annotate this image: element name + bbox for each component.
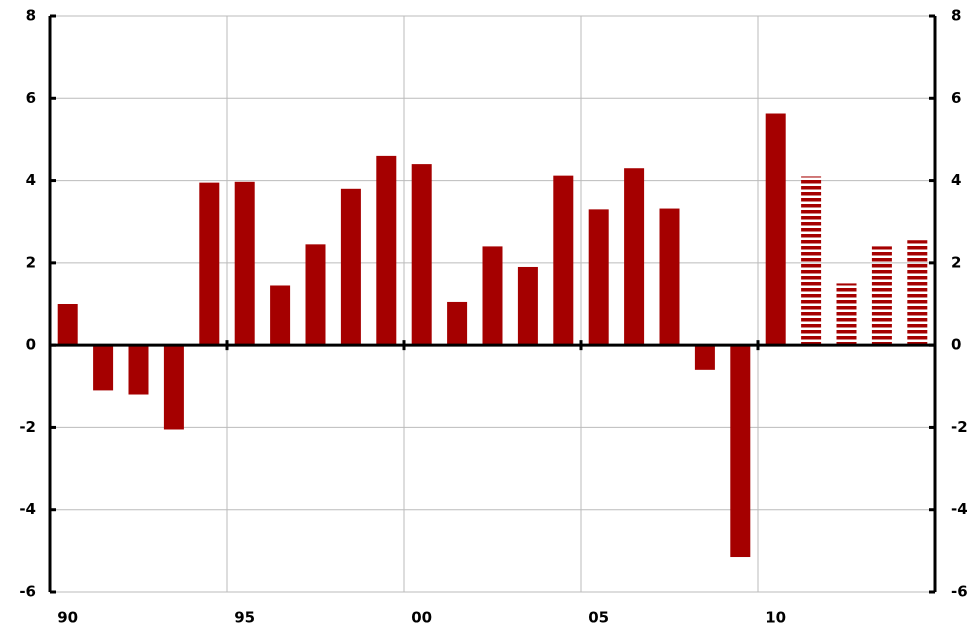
bar <box>730 345 751 558</box>
y2-tick-label: -6 <box>951 583 968 601</box>
bar <box>836 283 857 346</box>
y-tick-label: -6 <box>19 583 36 601</box>
y2-tick-label: 2 <box>951 253 961 271</box>
y2-tick-label: 4 <box>951 171 961 189</box>
bar <box>907 240 928 346</box>
y-tick-label: -4 <box>19 500 36 518</box>
bar <box>163 345 184 430</box>
y-tick-label: 8 <box>26 7 36 25</box>
x-tick-label: 95 <box>234 609 255 627</box>
bar <box>128 345 149 395</box>
x-tick-label: 05 <box>588 609 609 627</box>
y-tick-label: -2 <box>19 418 36 436</box>
bar <box>93 345 114 391</box>
bar <box>694 345 715 370</box>
bar <box>871 246 892 346</box>
x-tick-label: 90 <box>57 609 78 627</box>
bar <box>234 181 255 346</box>
y-tick-label: 0 <box>26 336 36 354</box>
y2-tick-label: 0 <box>951 336 961 354</box>
bar <box>588 209 609 346</box>
bar <box>553 175 574 346</box>
bar <box>376 155 397 346</box>
bar <box>340 188 361 346</box>
y2-tick-label: 6 <box>951 89 961 107</box>
bar <box>447 301 468 346</box>
y-tick-label: 2 <box>26 253 36 271</box>
bar <box>517 266 538 346</box>
y2-tick-label: 8 <box>951 7 961 25</box>
y2-tick-label: -2 <box>951 418 968 436</box>
bar <box>199 182 220 346</box>
bar <box>270 285 291 346</box>
y-tick-label: 4 <box>26 171 36 189</box>
bar <box>57 304 78 346</box>
y2-tick-label: -4 <box>951 500 968 518</box>
bar <box>801 176 822 346</box>
bar <box>624 168 645 346</box>
x-tick-label: 10 <box>765 609 786 627</box>
bar <box>482 246 503 346</box>
bar <box>659 208 680 346</box>
bar <box>765 113 786 346</box>
y-tick-label: 6 <box>26 89 36 107</box>
bar <box>305 244 326 346</box>
x-tick-label: 00 <box>411 609 432 627</box>
bar <box>411 164 432 346</box>
